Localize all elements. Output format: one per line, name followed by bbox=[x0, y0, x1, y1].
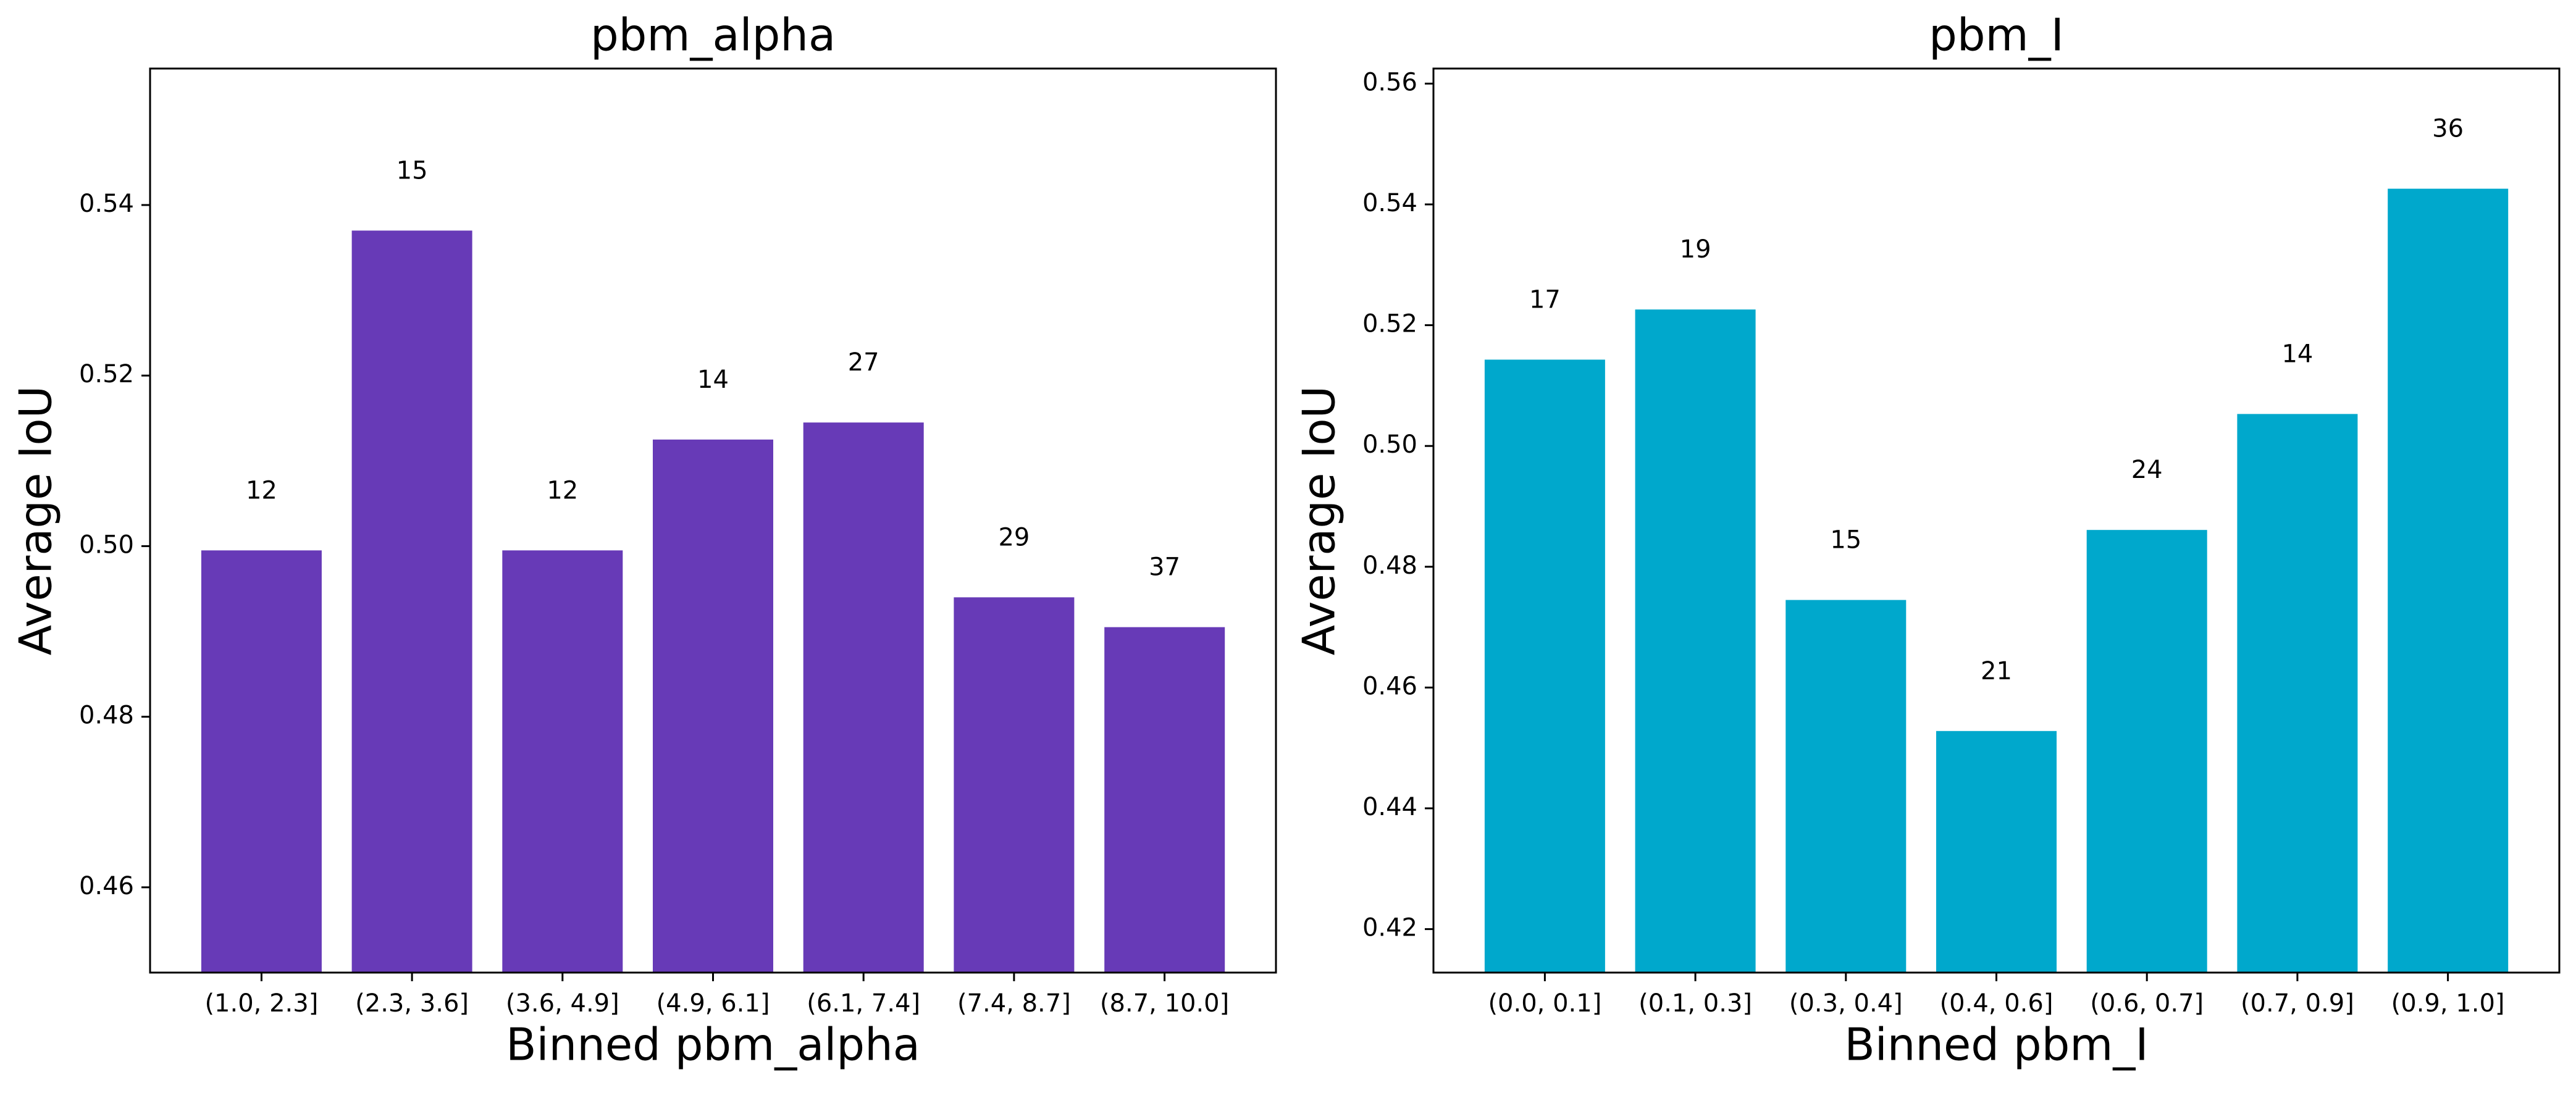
chart-1-bar-3 bbox=[1936, 731, 2057, 973]
chart-1-bar-2 bbox=[1785, 600, 1907, 973]
chart-1-bar-6 bbox=[2388, 188, 2509, 973]
chart-1-xtick-label-2: (0.3, 0.4] bbox=[1789, 989, 1903, 1018]
chart-1-ytick-label-0: 0.42 bbox=[1362, 914, 1417, 942]
chart-1-ytick-label-6: 0.54 bbox=[1362, 189, 1417, 217]
chart-0-data-label-3: 14 bbox=[697, 366, 729, 394]
chart-1-xtick-label-6: (0.9, 1.0] bbox=[2391, 989, 2505, 1018]
chart-0-xtick-label-5: (7.4, 8.7] bbox=[957, 989, 1071, 1018]
chart-1-data-label-6: 36 bbox=[2432, 115, 2464, 143]
chart-1-title: pbm_I bbox=[1929, 9, 2064, 61]
chart-1-data-label-2: 15 bbox=[1830, 526, 1861, 555]
chart-0-x-axis-label: Binned pbm_alpha bbox=[506, 1019, 920, 1071]
chart-1-data-label-1: 19 bbox=[1680, 235, 1711, 264]
chart-1-ytick-label-7: 0.56 bbox=[1362, 68, 1417, 96]
chart-0-ytick-label-2: 0.50 bbox=[79, 530, 134, 559]
chart-1-axes-frame bbox=[1432, 67, 2561, 974]
chart-0-ytick-label-3: 0.52 bbox=[79, 360, 134, 388]
chart-1-data-label-4: 24 bbox=[2131, 456, 2163, 484]
chart-1-data-label-3: 21 bbox=[1981, 657, 2012, 685]
chart-0-xtick-label-3: (4.9, 6.1] bbox=[657, 989, 770, 1018]
chart-1-x-axis-label: Binned pbm_I bbox=[1844, 1019, 2148, 1071]
chart-1-xtick-label-1: (0.1, 0.3] bbox=[1638, 989, 1752, 1018]
chart-1-data-label-5: 14 bbox=[2281, 340, 2313, 368]
chart-0-group: 12 (1.0, 2.3] 15 (2.3, 3.6] 12 (3.6, 4.9] 14 (4… bbox=[10, 9, 1277, 1071]
chart-1-group: 17 (0.0, 0.1] 19 (0.1, 0.3] 15 (0.3, 0.4] 21 (0… bbox=[1293, 9, 2561, 1071]
chart-0-xtick-label-2: (3.6, 4.9] bbox=[506, 989, 619, 1018]
chart-0-data-label-5: 29 bbox=[998, 523, 1030, 551]
chart-0-data-label-0: 12 bbox=[246, 476, 277, 505]
chart-1-xtick-label-4: (0.6, 0.7] bbox=[2090, 989, 2204, 1018]
chart-1-bar-5 bbox=[2237, 414, 2358, 973]
chart-1-ytick-label-4: 0.50 bbox=[1362, 430, 1417, 459]
chart-0-bar-0 bbox=[201, 550, 322, 973]
chart-1-xtick-label-0: (0.0, 0.1] bbox=[1488, 989, 1601, 1018]
chart-0-xtick-label-4: (6.1, 7.4] bbox=[807, 989, 920, 1018]
chart-1-bar-4 bbox=[2086, 530, 2207, 973]
chart-1-ytick-label-5: 0.52 bbox=[1362, 310, 1417, 338]
chart-1-bar-0 bbox=[1484, 359, 1605, 973]
chart-1-ytick-label-1: 0.44 bbox=[1362, 793, 1417, 821]
chart-1-xtick-label-3: (0.4, 0.6] bbox=[1940, 989, 2054, 1018]
chart-0-bar-6 bbox=[1104, 627, 1225, 973]
chart-0-ytick-label-4: 0.54 bbox=[79, 190, 134, 218]
chart-0-xtick-label-1: (2.3, 3.6] bbox=[355, 989, 469, 1018]
chart-0-bar-4 bbox=[803, 422, 924, 973]
chart-0-title: pbm_alpha bbox=[590, 9, 836, 61]
chart-1-xtick-label-5: (0.7, 0.9] bbox=[2241, 989, 2354, 1018]
chart-0-axes-frame bbox=[149, 67, 1277, 974]
chart-0-data-label-4: 27 bbox=[848, 348, 879, 377]
chart-1-ytick-label-3: 0.48 bbox=[1362, 551, 1417, 580]
chart-0-ytick-label-0: 0.46 bbox=[79, 872, 134, 900]
chart-0-bar-2 bbox=[502, 550, 623, 973]
chart-0-data-label-6: 37 bbox=[1149, 553, 1180, 582]
chart-1-ytick-label-2: 0.46 bbox=[1362, 672, 1417, 700]
chart-0-y-axis-label: Average IoU bbox=[10, 386, 62, 656]
chart-1-data-label-0: 17 bbox=[1529, 285, 1561, 314]
chart-0-xtick-label-6: (8.7, 10.0] bbox=[1100, 989, 1229, 1018]
chart-0-bar-1 bbox=[351, 230, 472, 973]
chart-1-bar-1 bbox=[1635, 309, 1756, 973]
chart-0-bar-3 bbox=[653, 439, 773, 973]
chart-1-y-axis-label: Average IoU bbox=[1293, 386, 1345, 656]
chart-0-bar-5 bbox=[954, 597, 1075, 973]
chart-0-ytick-label-1: 0.48 bbox=[79, 701, 134, 730]
chart-0-xtick-label-0: (1.0, 2.3] bbox=[204, 989, 318, 1018]
chart-0-data-label-2: 12 bbox=[547, 476, 578, 505]
chart-0-data-label-1: 15 bbox=[396, 156, 428, 185]
